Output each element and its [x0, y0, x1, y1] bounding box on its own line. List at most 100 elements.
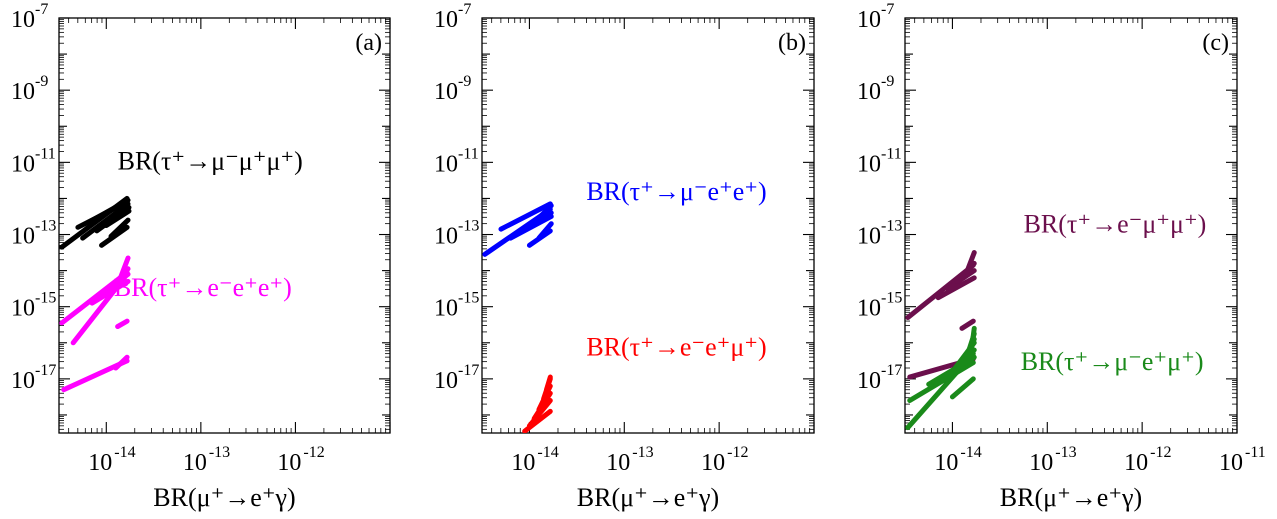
series-segment [964, 250, 977, 275]
series-segment [117, 255, 131, 281]
y-tick-exponent: -13 [35, 218, 56, 235]
series-1 [905, 325, 977, 431]
series-label: BR(τ⁺→e⁻μ⁺μ⁺) [1024, 210, 1207, 239]
data-region [482, 201, 554, 433]
series-segment [526, 203, 554, 230]
x-axis-label: BR(μ⁺→e⁺γ) [1000, 483, 1142, 512]
panel-label: (c) [1202, 30, 1229, 56]
y-tick-label: 10 [11, 368, 35, 394]
series-segment [80, 201, 131, 241]
y-tick-label: 10 [11, 224, 35, 250]
series-0 [905, 250, 977, 380]
series-1 [522, 374, 553, 433]
y-tick-exponent: -17 [881, 362, 902, 379]
y-tick-label: 10 [434, 368, 458, 394]
y-tick-label: 10 [857, 7, 881, 33]
x-tick-label: 10 [606, 450, 630, 476]
x-axis-label: BR(μ⁺→e⁺γ) [153, 483, 295, 512]
series-segment [959, 318, 976, 331]
series-segment [113, 354, 130, 371]
y-tick-label: 10 [857, 296, 881, 322]
y-tick-label: 10 [11, 151, 35, 177]
panel-label: (a) [355, 30, 382, 56]
x-tick-exponent: -14 [537, 444, 558, 461]
series-segment [103, 208, 132, 228]
y-tick-label: 10 [857, 368, 881, 394]
x-tick-label: 10 [701, 450, 725, 476]
y-tick-label: 10 [434, 296, 458, 322]
series-label: BR(τ⁺→e⁻e⁺μ⁺) [586, 332, 766, 361]
x-tick-label: 10 [1219, 450, 1243, 476]
series-label: BR(τ⁺→μ⁻μ⁺μ⁺) [118, 147, 303, 176]
series-0 [482, 201, 554, 257]
y-tick-exponent: -9 [881, 73, 894, 90]
y-tick-exponent: -11 [35, 145, 56, 162]
plot-frame [481, 17, 815, 434]
plot-frame [904, 17, 1238, 434]
y-tick-exponent: -13 [458, 218, 479, 235]
y-tick-exponent: -7 [35, 1, 48, 18]
x-tick-exponent: -11 [1245, 444, 1266, 461]
data-region [905, 250, 977, 431]
y-tick-exponent: -11 [458, 145, 479, 162]
series-segment [935, 275, 977, 301]
data-region [59, 195, 132, 393]
series-1 [59, 255, 131, 393]
x-tick-label: 10 [183, 450, 207, 476]
y-tick-exponent: -7 [881, 1, 894, 18]
x-tick-exponent: -14 [960, 444, 981, 461]
y-tick-label: 10 [434, 224, 458, 250]
y-tick-exponent: -13 [881, 218, 902, 235]
series-segment [968, 325, 977, 353]
y-tick-exponent: -15 [881, 290, 902, 307]
x-tick-exponent: -13 [1055, 444, 1076, 461]
x-tick-label: 10 [511, 450, 535, 476]
series-segment [544, 374, 553, 393]
y-tick-label: 10 [857, 151, 881, 177]
y-tick-label: 10 [434, 7, 458, 33]
y-tick-label: 10 [857, 224, 881, 250]
series-segment [115, 318, 130, 330]
series-segment [75, 199, 130, 230]
series-segment [949, 376, 976, 400]
y-tick-label: 10 [857, 79, 881, 105]
x-tick-exponent: -13 [209, 444, 230, 461]
x-tick-label: 10 [1029, 450, 1053, 476]
y-tick-exponent: -17 [458, 362, 479, 379]
series-segment [108, 217, 131, 239]
y-tick-exponent: -9 [35, 73, 48, 90]
y-tick-label: 10 [11, 296, 35, 322]
series-segment [70, 271, 130, 346]
series-segment [536, 221, 554, 241]
x-axis-label: BR(μ⁺→e⁺γ) [577, 483, 719, 512]
y-tick-exponent: -11 [881, 145, 902, 162]
plot-frame [58, 17, 391, 434]
x-tick-exponent: -12 [1150, 444, 1171, 461]
x-tick-label: 10 [934, 450, 958, 476]
y-tick-label: 10 [434, 151, 458, 177]
x-tick-label: 10 [277, 450, 301, 476]
y-tick-label: 10 [11, 79, 35, 105]
x-tick-exponent: -13 [632, 444, 653, 461]
x-tick-exponent: -12 [303, 444, 324, 461]
y-tick-exponent: -15 [458, 290, 479, 307]
series-label: BR(τ⁺→μ⁻e⁺μ⁺) [1021, 347, 1204, 376]
panel-label: (b) [778, 30, 806, 56]
series-0 [59, 195, 132, 250]
x-tick-exponent: -12 [727, 444, 748, 461]
y-tick-exponent: -7 [458, 1, 471, 18]
series-label: BR(τ⁺→μ⁻e⁺e⁺) [586, 177, 766, 206]
x-tick-label: 10 [1124, 450, 1148, 476]
series-segment [498, 201, 553, 232]
x-tick-label: 10 [88, 450, 112, 476]
x-tick-exponent: -14 [114, 444, 135, 461]
y-tick-exponent: -15 [35, 290, 56, 307]
y-tick-label: 10 [11, 7, 35, 33]
series-label: BR(τ⁺→e⁻e⁺e⁺) [114, 273, 292, 302]
y-tick-label: 10 [434, 79, 458, 105]
y-tick-exponent: -9 [458, 73, 471, 90]
